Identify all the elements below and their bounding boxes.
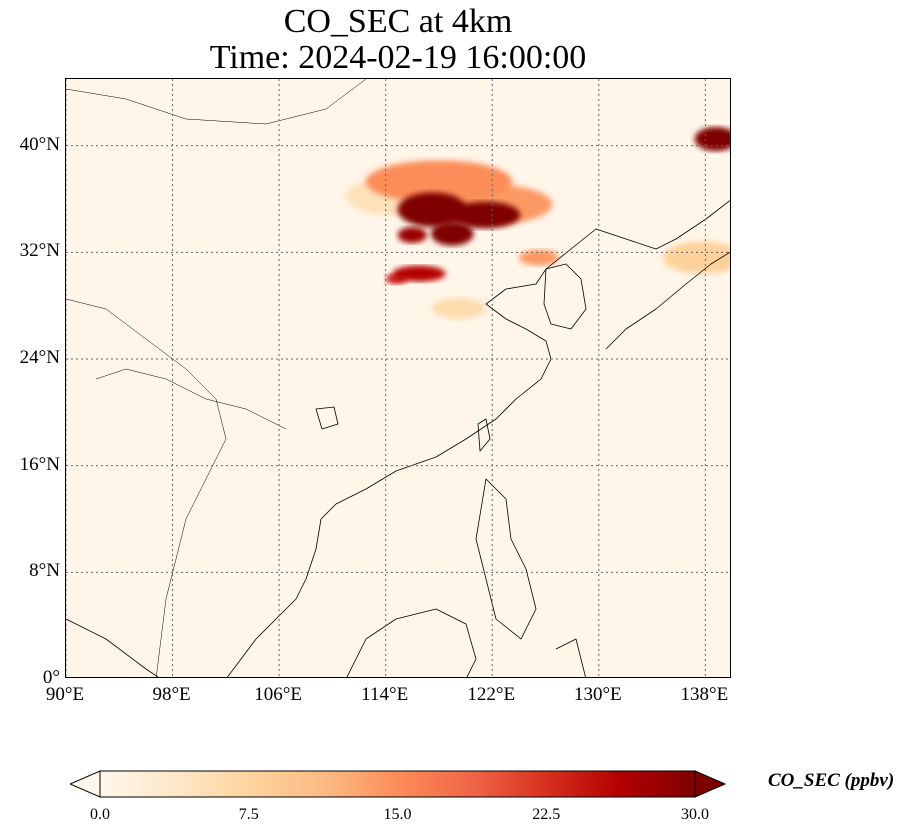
coastline-japan <box>605 251 730 350</box>
concentration-plume <box>397 192 467 227</box>
concentration-plume <box>397 227 427 243</box>
colorbar-tick-label: 0.0 <box>90 806 110 823</box>
longitude-tick-label: 106°E <box>254 684 302 705</box>
title-line-1: CO_SEC at 4km <box>283 3 513 40</box>
latitude-tick-label: 16°N <box>19 453 60 475</box>
concentration-layer <box>345 127 730 319</box>
latitude-tick-label: 32°N <box>19 240 60 262</box>
coastline-taiwan <box>477 418 491 452</box>
concentration-plume <box>430 221 474 246</box>
colorbar-tick-label: 15.0 <box>383 806 412 823</box>
colorbar-tick-label: 22.5 <box>532 806 561 823</box>
latitude-tick-label: 0° <box>42 667 60 688</box>
concentration-plume <box>450 201 521 229</box>
longitude-tick-label: 138°E <box>680 684 729 705</box>
concentration-plume <box>392 265 446 282</box>
colorbar-tick-label: 7.5 <box>238 806 259 823</box>
latitude-tick-label: 40°N <box>19 133 60 155</box>
longitude-tick-label: 122°E <box>467 684 516 705</box>
colorbar-gradient <box>99 770 696 798</box>
title-line-2: Time: 2024-02-19 16:00:00 <box>209 39 587 76</box>
latitude-tick-label: 8°N <box>29 560 60 582</box>
colorbar-tick-label: 30.0 <box>681 806 709 823</box>
concentration-plume <box>518 249 559 266</box>
coastline-borneo <box>346 608 477 677</box>
border-lines-3 <box>66 79 367 125</box>
coastline-hainan <box>315 406 339 430</box>
concentration-plume <box>662 241 730 274</box>
concentration-plume <box>432 297 486 319</box>
gridlines <box>66 79 730 677</box>
concentration-plume <box>694 127 730 151</box>
longitude-tick-label: 90°E <box>45 684 85 705</box>
map-canvas <box>66 79 730 677</box>
border-lines-2 <box>95 368 287 430</box>
latitude-tick-label: 24°N <box>19 347 60 368</box>
coastline-philippines <box>475 478 537 640</box>
coastline-mainland <box>227 200 730 677</box>
longitude-tick-label: 130°E <box>573 684 622 705</box>
colorbar <box>70 770 727 798</box>
longitude-tick-label: 98°E <box>152 684 191 705</box>
border-lines <box>66 298 227 677</box>
map-panel <box>65 78 731 678</box>
concentration-plume <box>365 160 513 203</box>
coastlines <box>66 79 730 677</box>
coastline-sumatra <box>66 618 159 677</box>
colorbar-extend-max <box>694 770 727 798</box>
colorbar-label: CO_SEC (ppbv) <box>768 770 895 791</box>
coastline-sulawesi <box>555 638 586 677</box>
colorbar-extend-min <box>70 770 101 798</box>
coastline-korea <box>543 263 587 330</box>
longitude-tick-label: 114°E <box>361 684 409 705</box>
